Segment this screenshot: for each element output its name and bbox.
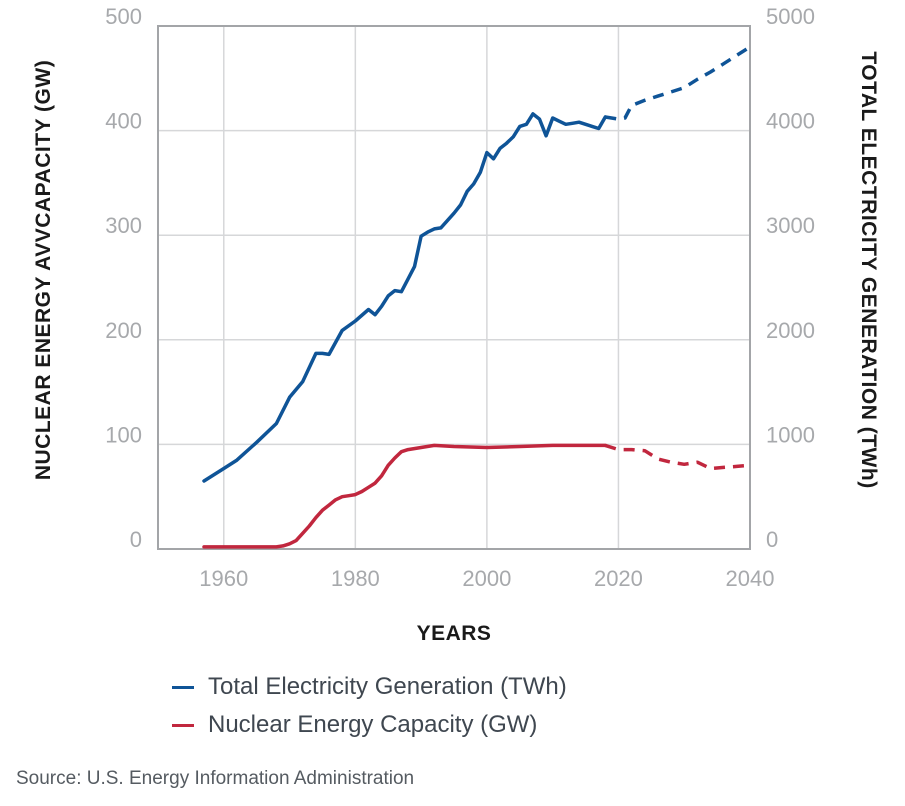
plot-frame	[157, 25, 751, 550]
chart: 1960 1980 2000 2020 2040 0 100 200 300 400 500 0 1…	[32, 4, 880, 645]
total-generation-projected-line	[605, 45, 751, 121]
x-axis-ticks: 1960 1980 2000 2020 2040	[199, 566, 774, 591]
y-left-tick-label: 0	[130, 527, 142, 552]
y-right-tick-label: 4000	[766, 109, 815, 134]
y-left-tick-label: 400	[105, 109, 142, 134]
source-note: Source: U.S. Energy Information Administ…	[16, 768, 415, 789]
y-axis-right-title: TOTAL ELECTRICITY GENERATION (TWh)	[857, 51, 880, 488]
y-left-axis-ticks: 0 100 200 300 400 500	[105, 4, 142, 552]
nuclear-capacity-historical-line	[202, 443, 608, 549]
legend-item-total-generation[interactable]: Total Electricity Generation (TWh)	[172, 668, 567, 706]
total-generation-historical-line	[202, 112, 608, 483]
y-left-tick-label: 200	[105, 318, 142, 343]
y-right-tick-label: 2000	[766, 318, 815, 343]
x-tick-label: 1980	[331, 566, 380, 591]
legend-swatch-red	[172, 723, 194, 727]
y-right-axis-ticks: 0 1000 2000 3000 4000 5000	[766, 4, 815, 552]
x-tick-label: 2040	[726, 566, 775, 591]
grid	[158, 26, 750, 549]
nuclear-capacity-projected-line	[604, 443, 751, 471]
y-axis-left-title: NUCLEAR ENERGY AVVCAPACITY (GW)	[32, 60, 55, 480]
x-tick-label: 2000	[462, 566, 511, 591]
y-left-tick-label: 100	[105, 422, 142, 447]
x-tick-label: 1960	[199, 566, 248, 591]
legend: Total Electricity Generation (TWh) Nucle…	[172, 668, 567, 744]
y-right-tick-label: 5000	[766, 4, 815, 29]
y-right-tick-label: 0	[766, 527, 778, 552]
y-left-tick-label: 300	[105, 213, 142, 238]
legend-label: Nuclear Energy Capacity (GW)	[208, 711, 538, 738]
y-right-tick-label: 1000	[766, 422, 815, 447]
x-tick-label: 2020	[594, 566, 643, 591]
axes	[157, 25, 751, 550]
legend-swatch-blue	[172, 685, 194, 689]
y-right-tick-label: 3000	[766, 213, 815, 238]
x-axis-title: YEARS	[417, 622, 492, 645]
legend-label: Total Electricity Generation (TWh)	[208, 673, 567, 700]
legend-item-nuclear-capacity[interactable]: Nuclear Energy Capacity (GW)	[172, 706, 567, 744]
series	[202, 45, 751, 549]
y-left-tick-label: 500	[105, 4, 142, 29]
